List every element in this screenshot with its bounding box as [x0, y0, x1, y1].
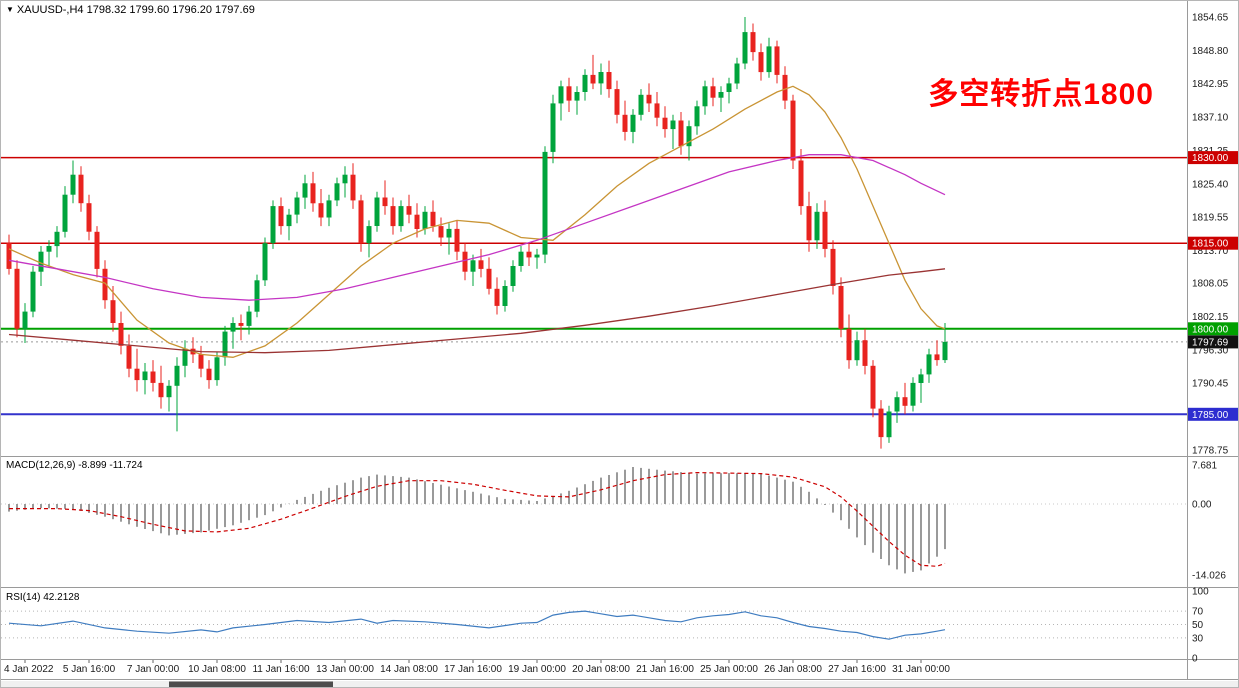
svg-text:1819.55: 1819.55 — [1192, 213, 1229, 224]
svg-text:1837.10: 1837.10 — [1192, 113, 1229, 124]
annotation-text: 多空转折点1800 — [928, 78, 1154, 111]
svg-text:1802.15: 1802.15 — [1192, 312, 1229, 323]
rsi-indicator-label: RSI(14) 42.2128 — [6, 592, 80, 603]
ma-magenta-line — [8, 154, 946, 301]
svg-text:1800.00: 1800.00 — [1192, 324, 1229, 335]
svg-text:10 Jan 08:00: 10 Jan 08:00 — [188, 664, 246, 675]
svg-text:1778.75: 1778.75 — [1192, 446, 1229, 457]
svg-text:100: 100 — [1192, 587, 1209, 598]
svg-text:26 Jan 08:00: 26 Jan 08:00 — [764, 664, 822, 675]
svg-text:1813.70: 1813.70 — [1192, 246, 1229, 257]
svg-text:70: 70 — [1192, 607, 1204, 618]
svg-text:1854.65: 1854.65 — [1192, 13, 1229, 24]
macd-indicator-label: MACD(12,26,9) -8.899 -11.724 — [6, 460, 143, 471]
svg-text:7.681: 7.681 — [1192, 461, 1217, 472]
svg-text:1796.30: 1796.30 — [1192, 345, 1229, 356]
svg-text:31 Jan 00:00: 31 Jan 00:00 — [892, 664, 950, 675]
svg-text:1815.00: 1815.00 — [1192, 239, 1229, 250]
ma-gold-line — [8, 85, 946, 358]
price-tag-1797.69: 1797.69 — [1188, 335, 1238, 349]
svg-text:20 Jan 08:00: 20 Jan 08:00 — [572, 664, 630, 675]
svg-text:0.00: 0.00 — [1192, 500, 1212, 511]
svg-text:7 Jan 00:00: 7 Jan 00:00 — [127, 664, 180, 675]
price-tag-1800.00: 1800.00 — [1188, 322, 1238, 336]
svg-text:5 Jan 16:00: 5 Jan 16:00 — [63, 664, 116, 675]
svg-text:1790.45: 1790.45 — [1192, 379, 1229, 390]
price-tag-1830.00: 1830.00 — [1188, 151, 1238, 165]
symbol-ohlc-text: XAUUSD-,H4 1798.32 1799.60 1796.20 1797.… — [16, 4, 255, 16]
svg-text:30: 30 — [1192, 633, 1204, 644]
price-tag-1815.00: 1815.00 — [1188, 236, 1238, 250]
scrollbar-thumb[interactable] — [169, 681, 333, 688]
price-tag-1785.00: 1785.00 — [1188, 407, 1238, 421]
svg-text:1825.40: 1825.40 — [1192, 179, 1229, 190]
chart-header: ▼ XAUUSD-,H4 1798.32 1799.60 1796.20 1797… — [6, 4, 255, 16]
svg-text:-14.026: -14.026 — [1192, 571, 1226, 582]
rsi-line — [8, 610, 946, 640]
macd-histogram — [8, 467, 946, 574]
svg-text:13 Jan 00:00: 13 Jan 00:00 — [316, 664, 374, 675]
macd-signal-line — [9, 471, 946, 567]
time-axis[interactable]: 4 Jan 2022 5 Jan 16:00 7 Jan 00:00 10 Jan 0… — [4, 660, 950, 675]
svg-text:0: 0 — [1192, 654, 1198, 665]
svg-text:19 Jan 00:00: 19 Jan 00:00 — [508, 664, 566, 675]
svg-text:14 Jan 08:00: 14 Jan 08:00 — [380, 664, 438, 675]
ma-darkred-line — [8, 268, 946, 354]
svg-text:25 Jan 00:00: 25 Jan 00:00 — [700, 664, 758, 675]
scrollbar-track[interactable] — [1, 681, 1239, 688]
svg-text:27 Jan 16:00: 27 Jan 16:00 — [828, 664, 886, 675]
svg-text:11 Jan 16:00: 11 Jan 16:00 — [252, 664, 310, 675]
svg-text:1808.05: 1808.05 — [1192, 278, 1229, 289]
svg-text:1842.95: 1842.95 — [1192, 79, 1229, 90]
svg-text:1830.00: 1830.00 — [1192, 153, 1229, 164]
svg-text:1848.80: 1848.80 — [1192, 46, 1229, 57]
svg-text:4 Jan 2022: 4 Jan 2022 — [4, 664, 54, 675]
svg-text:17 Jan 16:00: 17 Jan 16:00 — [444, 664, 502, 675]
svg-text:1785.00: 1785.00 — [1192, 410, 1229, 421]
svg-text:50: 50 — [1192, 620, 1204, 631]
symbol-dropdown-marker: ▼ — [6, 5, 14, 14]
svg-text:1797.69: 1797.69 — [1192, 337, 1229, 348]
candlestick-series — [6, 17, 948, 449]
svg-text:21 Jan 16:00: 21 Jan 16:00 — [636, 664, 694, 675]
